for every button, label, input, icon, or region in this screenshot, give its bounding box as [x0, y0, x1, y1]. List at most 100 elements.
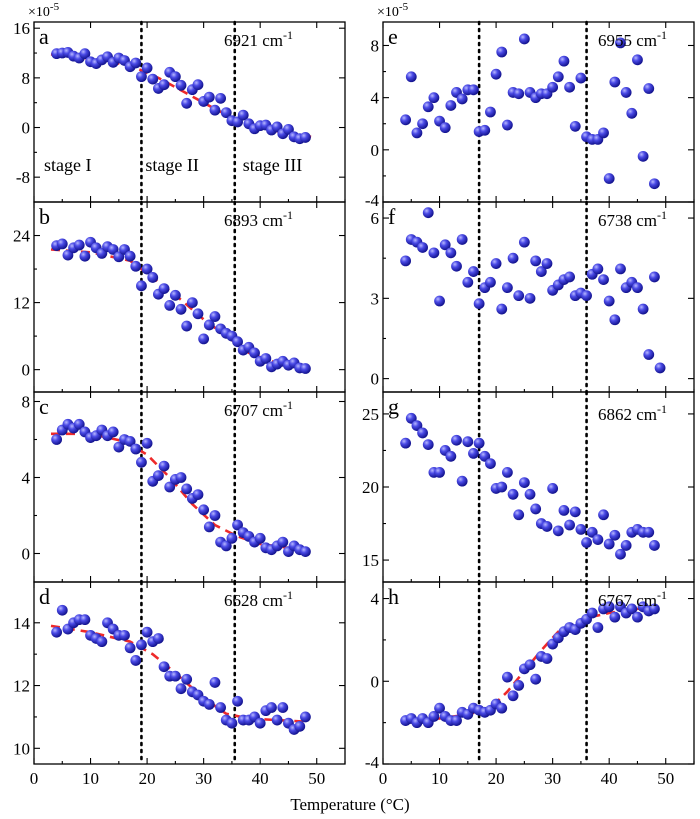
y-tick-label: 6: [371, 209, 380, 228]
data-point: [136, 280, 147, 292]
data-point: [158, 283, 170, 295]
data-point: [113, 251, 125, 263]
panel-label-e: e: [388, 24, 398, 49]
data-point: [428, 247, 440, 259]
y-tick-label: 8: [22, 393, 31, 412]
data-point: [615, 37, 626, 49]
data-point: [552, 71, 564, 83]
data-point: [456, 475, 468, 487]
data-point: [203, 698, 215, 710]
data-point: [513, 509, 525, 521]
data-point: [141, 263, 153, 275]
data-point: [164, 299, 176, 311]
data-point: [445, 247, 457, 259]
fit-curve: [50, 624, 306, 723]
data-point: [620, 540, 632, 551]
data-point: [400, 437, 412, 449]
data-point: [558, 55, 570, 67]
x-tick-label: 10: [431, 769, 448, 788]
data-point: [507, 252, 519, 264]
data-point: [502, 282, 513, 294]
panel-label-g: g: [388, 394, 399, 419]
data-point: [649, 178, 660, 190]
panel-label-b: b: [39, 204, 50, 229]
data-point: [485, 106, 496, 118]
data-point: [603, 601, 615, 613]
data-point: [609, 314, 621, 326]
data-point: [502, 119, 513, 131]
data-point: [598, 274, 609, 286]
data-point: [615, 548, 626, 560]
data-point: [468, 447, 479, 459]
data-point: [141, 626, 153, 638]
data-point: [203, 319, 215, 331]
data-point: [434, 295, 445, 307]
data-point: [513, 290, 525, 302]
data-point: [643, 349, 655, 360]
x-tick-label: 10: [82, 769, 99, 788]
stage-label: stage II: [145, 155, 198, 175]
data-point: [518, 477, 530, 489]
data-point: [62, 249, 74, 261]
panel-e: -4 0 4 8 e 6955 cm-1 ×10-5: [365, 1, 695, 210]
data-point: [73, 239, 85, 251]
data-point: [524, 488, 536, 500]
data-point: [141, 437, 153, 449]
data-point: [603, 538, 615, 550]
data-point: [530, 673, 542, 685]
data-point: [411, 127, 423, 139]
data-point: [434, 466, 445, 478]
data-point: [547, 483, 559, 494]
data-point: [73, 418, 85, 430]
data-point: [175, 472, 187, 483]
y-tick-label: 12: [13, 677, 30, 696]
data-point: [175, 303, 187, 315]
x-tick-label: 50: [308, 769, 325, 788]
data-point: [266, 702, 277, 713]
data-point: [136, 71, 147, 83]
x-tick-label: 40: [601, 769, 618, 788]
data-point: [598, 509, 609, 521]
x-tick-label: 0: [30, 769, 39, 788]
data-point: [422, 207, 434, 219]
data-point: [428, 92, 440, 104]
data-point: [575, 72, 587, 84]
y-tick-label: 14: [13, 614, 31, 633]
data-point: [130, 260, 142, 272]
data-point: [260, 353, 272, 364]
data-point: [215, 92, 227, 104]
data-point: [175, 79, 187, 91]
data-point: [300, 363, 311, 374]
data-point: [479, 450, 491, 462]
data-point: [524, 292, 536, 304]
data-point: [535, 266, 547, 277]
y-exponent-label: ×10-5: [28, 1, 60, 20]
data-point: [569, 506, 581, 518]
stage-label: stage I: [44, 155, 91, 175]
data-point: [56, 604, 68, 616]
data-point: [417, 427, 428, 439]
wavenumber-label: 6955 cm-1: [598, 28, 667, 50]
x-tick-label: 20: [488, 769, 505, 788]
data-point: [507, 690, 519, 702]
data-point: [632, 54, 643, 66]
y-tick-label: 24: [13, 227, 31, 246]
data-point: [158, 460, 170, 472]
x-axis-label: Temperature (°C): [290, 795, 409, 814]
data-point: [439, 122, 451, 134]
y-tick-label: 15: [362, 551, 379, 570]
data-point: [575, 523, 587, 535]
data-point: [405, 71, 417, 83]
data-point: [277, 536, 289, 548]
data-point: [198, 333, 210, 345]
wavenumber-label: 6628 cm-1: [224, 588, 293, 610]
data-point: [496, 702, 508, 714]
y-tick-label: 0: [371, 370, 380, 389]
data-point: [451, 434, 462, 446]
data-point: [637, 150, 649, 162]
data-point: [169, 289, 181, 301]
data-point: [541, 653, 553, 664]
panel-g: 15 20 25 g 6862 cm-1: [362, 390, 695, 584]
y-tick-label: 8: [22, 69, 31, 88]
data-point: [300, 546, 311, 557]
